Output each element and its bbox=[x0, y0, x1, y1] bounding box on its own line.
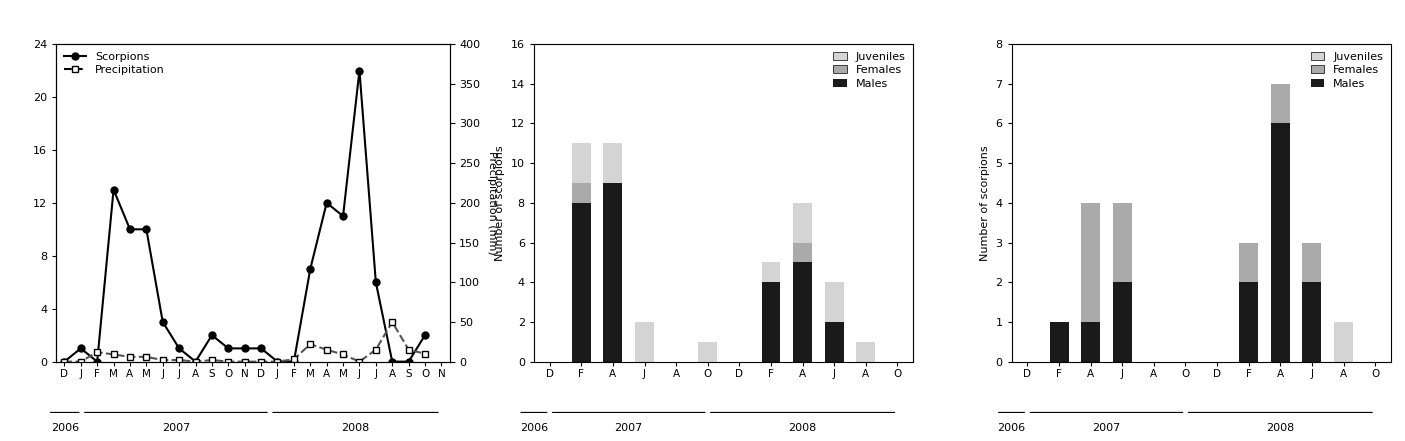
Text: 2006: 2006 bbox=[51, 423, 79, 434]
Text: 2006: 2006 bbox=[520, 423, 548, 434]
Text: 2008: 2008 bbox=[1266, 423, 1294, 434]
Bar bbox=[762, 262, 781, 282]
Bar bbox=[1335, 322, 1353, 362]
Bar bbox=[698, 342, 717, 362]
Bar bbox=[604, 143, 622, 183]
Text: 2008: 2008 bbox=[788, 423, 816, 434]
Bar bbox=[1113, 282, 1132, 362]
Bar bbox=[792, 262, 812, 362]
Bar bbox=[1302, 282, 1321, 362]
Bar bbox=[1302, 243, 1321, 282]
Bar bbox=[572, 143, 590, 183]
Bar bbox=[1050, 322, 1069, 362]
Bar bbox=[1082, 203, 1100, 322]
Bar bbox=[825, 322, 843, 362]
Text: 2007: 2007 bbox=[162, 423, 190, 434]
Bar bbox=[635, 322, 653, 362]
Text: 2008: 2008 bbox=[341, 423, 370, 434]
Text: 2007: 2007 bbox=[614, 423, 643, 434]
Legend: Juveniles, Females, Males: Juveniles, Females, Males bbox=[832, 50, 908, 91]
Text: 2006: 2006 bbox=[998, 423, 1026, 434]
Bar bbox=[1113, 203, 1132, 282]
Bar bbox=[825, 282, 843, 322]
Bar bbox=[856, 342, 875, 362]
Bar bbox=[792, 243, 812, 262]
Bar bbox=[1239, 282, 1259, 362]
Bar bbox=[792, 203, 812, 243]
Y-axis label: Number of scorpions: Number of scorpions bbox=[495, 145, 506, 261]
Legend: Scorpions, Precipitation: Scorpions, Precipitation bbox=[62, 50, 167, 78]
Bar bbox=[604, 183, 622, 362]
Bar bbox=[1082, 322, 1100, 362]
Bar bbox=[1239, 243, 1259, 282]
Text: 2007: 2007 bbox=[1092, 423, 1121, 434]
Bar bbox=[572, 183, 590, 203]
Legend: Juveniles, Females, Males: Juveniles, Females, Males bbox=[1309, 50, 1385, 91]
Bar bbox=[762, 282, 781, 362]
Y-axis label: Number of scorpions: Number of scorpions bbox=[979, 145, 991, 261]
Y-axis label: Precipitation (mm): Precipitation (mm) bbox=[488, 151, 497, 255]
Bar bbox=[1272, 84, 1290, 123]
Bar bbox=[1272, 123, 1290, 362]
Bar bbox=[572, 203, 590, 362]
